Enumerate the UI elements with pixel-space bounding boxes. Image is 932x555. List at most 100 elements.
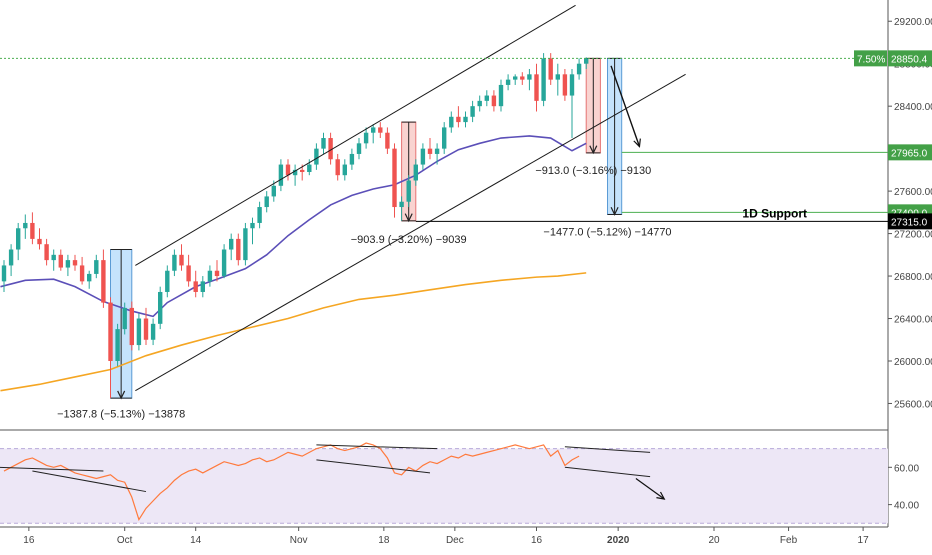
candle-body <box>520 76 525 80</box>
candle-body <box>72 260 78 266</box>
moving-average-line <box>0 272 587 392</box>
measure-label: −1477.0 (−5.12%) −14770 <box>543 227 671 239</box>
date-tick-label: 18 <box>378 535 390 546</box>
support-annotation: 1D Support <box>742 206 807 220</box>
candle-body <box>186 265 191 282</box>
candle-body <box>385 132 390 149</box>
candle-body <box>150 323 156 340</box>
candle-body <box>65 260 71 268</box>
price-label-box <box>888 213 932 230</box>
candle-body <box>534 74 539 101</box>
candle-body <box>221 249 227 277</box>
candle-body <box>321 138 326 149</box>
candle-body <box>527 74 532 80</box>
candle-body <box>463 116 468 123</box>
candle-body <box>456 116 461 123</box>
candle-body <box>584 58 589 64</box>
price-tick-label: 26800.00 <box>894 272 932 283</box>
measure-label: −1387.8 (−5.13%) −13878 <box>57 408 185 420</box>
rsi-trendline <box>316 444 438 450</box>
candle-body <box>143 318 149 340</box>
candle-body <box>541 58 546 101</box>
date-tick-label: 16 <box>23 535 35 546</box>
candle-body <box>58 254 63 268</box>
candle-body <box>434 148 440 154</box>
candle-body <box>555 74 560 80</box>
measure-label: −913.0 (−3.16%) −9130 <box>535 165 651 177</box>
candle-body <box>236 238 241 261</box>
candle-body <box>300 169 305 172</box>
candle-body <box>129 307 134 346</box>
candle-body <box>30 222 35 239</box>
candle-body <box>136 318 142 346</box>
price-tick-label: 26400.00 <box>894 315 932 326</box>
candle-body <box>392 148 397 208</box>
date-tick-label: 16 <box>531 535 543 546</box>
candle-body <box>328 138 333 160</box>
candle-body <box>442 127 447 149</box>
candle-body <box>94 260 99 274</box>
measure-arrow <box>117 390 126 400</box>
candle-body <box>44 244 49 261</box>
rsi-tick-label: 40.00 <box>894 501 919 512</box>
price-label-text: 28850.4 <box>891 54 928 65</box>
candle-body <box>207 270 213 282</box>
candle-body <box>1 265 7 282</box>
percent-label-box <box>854 50 887 67</box>
measure-arrow <box>589 145 598 155</box>
candle-body <box>101 260 106 303</box>
price-label-text: 27965.0 <box>891 148 928 159</box>
candle-body <box>569 74 575 96</box>
price-tick-label: 27200.00 <box>894 230 932 241</box>
candle-body <box>37 238 42 245</box>
measure-label: −903.9 (−3.20%) −9039 <box>351 234 467 246</box>
candle-body <box>271 185 276 197</box>
candle-body <box>122 307 127 330</box>
candle-body <box>307 164 312 172</box>
candle-body <box>498 84 504 107</box>
projection-arrow <box>610 65 641 147</box>
candle-body <box>505 79 511 85</box>
price-label-box <box>888 50 932 67</box>
candle-body <box>406 180 411 202</box>
candle-body <box>179 254 184 266</box>
rsi-band <box>0 448 888 524</box>
rsi-trendline <box>32 470 147 493</box>
channel-line <box>135 73 686 392</box>
price-tick-label: 26000.00 <box>894 357 932 368</box>
candle-body <box>548 58 553 80</box>
date-tick-label: Oct <box>117 535 133 546</box>
projection-arrow-head <box>633 138 641 148</box>
candle-body <box>79 265 85 282</box>
candle-body <box>363 132 369 144</box>
price-tick-label: 27600.00 <box>894 187 932 198</box>
candle-body <box>23 222 28 229</box>
price-label-text: 27315.0 <box>891 217 928 228</box>
candle-body <box>87 273 92 282</box>
candle-body <box>342 164 347 176</box>
candle-body <box>484 95 489 101</box>
candle-body <box>257 207 262 223</box>
measure-arrow <box>404 213 413 223</box>
candle-body <box>8 249 14 266</box>
price-tick-label: 29200.00 <box>894 17 932 28</box>
candle-body <box>172 254 177 271</box>
candle-body <box>576 63 582 75</box>
channel-line <box>135 4 576 266</box>
date-tick-label: Dec <box>446 535 464 546</box>
candle-body <box>562 74 568 96</box>
candle-body <box>158 291 163 324</box>
rsi-tick-label: 60.00 <box>894 463 919 474</box>
percent-label-text: 7.50% <box>857 54 885 65</box>
candle-body <box>449 116 454 128</box>
candle-body <box>264 196 269 208</box>
candle-body <box>378 127 383 133</box>
candle-body <box>278 164 284 186</box>
candle-body <box>165 270 170 292</box>
candle-body <box>200 281 205 292</box>
candle-body <box>285 164 291 176</box>
candle-body <box>108 302 113 361</box>
candle-body <box>51 254 56 261</box>
